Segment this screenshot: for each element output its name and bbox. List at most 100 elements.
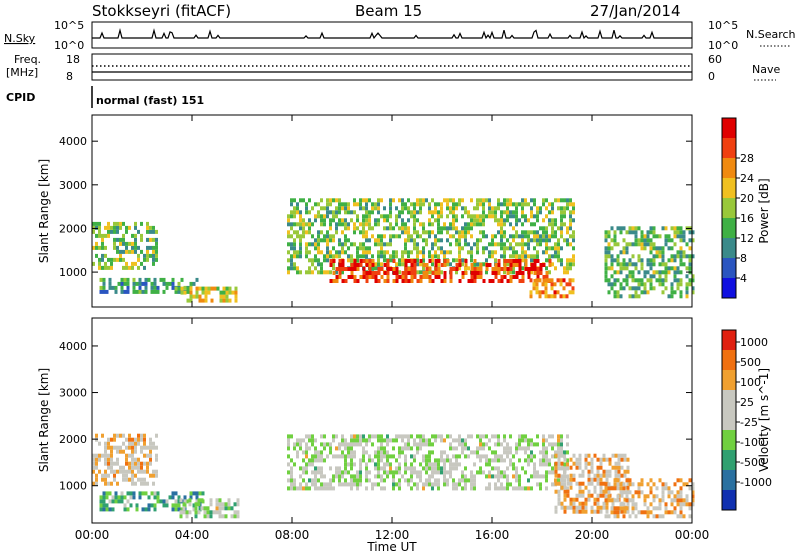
range-cell <box>521 271 525 275</box>
range-cell <box>557 461 561 466</box>
range-cell <box>134 473 137 478</box>
range-cell <box>416 258 419 263</box>
range-cell <box>536 271 540 275</box>
range-cell <box>670 282 674 287</box>
range-cell <box>380 238 383 243</box>
range-cell <box>413 226 416 231</box>
range-cell <box>610 286 614 291</box>
range-cell <box>652 258 656 263</box>
range-cell <box>544 278 548 283</box>
range-cell <box>419 442 422 447</box>
range-cell <box>407 438 410 443</box>
range-cell <box>338 198 341 203</box>
range-cell <box>308 438 311 443</box>
range-cell <box>581 509 585 514</box>
range-cell <box>518 279 522 283</box>
range-cell <box>123 503 127 508</box>
range-cell <box>553 290 557 295</box>
range-cell <box>305 254 308 259</box>
range-cell <box>506 198 509 203</box>
range-cell <box>144 285 148 290</box>
range-cell <box>134 445 137 450</box>
range-cell <box>317 214 320 219</box>
range-cell <box>542 250 545 255</box>
range-cell <box>168 495 172 500</box>
range-cell <box>661 290 665 295</box>
range-cell <box>572 258 575 263</box>
range-cell <box>649 490 653 495</box>
range-cell <box>610 510 614 515</box>
range-cell <box>590 505 594 510</box>
range-cell <box>404 267 408 271</box>
range-cell <box>655 514 659 519</box>
range-cell <box>527 254 530 259</box>
range-cell <box>149 237 152 242</box>
range-cell <box>620 509 624 514</box>
range-cell <box>566 481 570 486</box>
range-cell <box>551 434 554 439</box>
range-cell <box>125 245 128 250</box>
range-cell <box>482 234 485 239</box>
range-cell <box>566 505 570 510</box>
range-cell <box>673 230 677 235</box>
range-cell <box>347 206 350 211</box>
range-cell <box>458 478 461 483</box>
range-cell <box>542 275 546 279</box>
range-cell <box>482 246 485 251</box>
range-cell <box>326 254 329 259</box>
range-cell <box>395 214 398 219</box>
range-cell <box>626 501 630 506</box>
range-cell <box>153 285 157 290</box>
range-cell <box>479 238 482 243</box>
range-cell <box>434 478 437 483</box>
range-cell <box>500 218 503 223</box>
range-cell <box>137 265 140 270</box>
range-cell <box>416 279 420 283</box>
range-cell <box>326 242 329 247</box>
range-cell <box>234 290 238 295</box>
range-cell <box>386 450 389 455</box>
range-cell <box>533 234 536 239</box>
range-cell <box>290 234 293 239</box>
range-cell <box>482 250 485 255</box>
range-cell <box>290 254 293 259</box>
colorbar-tick-label: 28 <box>740 152 754 165</box>
range-cell <box>108 277 112 282</box>
range-cell <box>332 246 335 251</box>
range-cell <box>102 503 106 508</box>
range-cell <box>584 453 588 458</box>
x-tick-label: 00:00 <box>75 528 110 542</box>
range-cell <box>225 290 229 295</box>
range-cell <box>413 218 416 223</box>
range-cell <box>670 238 674 243</box>
range-cell <box>329 202 332 207</box>
range-cell <box>482 454 485 459</box>
range-cell <box>452 478 455 483</box>
range-cell <box>374 482 377 487</box>
range-cell <box>395 250 398 255</box>
range-cell <box>362 458 365 463</box>
range-cell <box>554 198 557 203</box>
range-cell <box>563 238 566 243</box>
range-cell <box>332 279 336 283</box>
range-cell <box>479 470 482 475</box>
range-cell <box>317 470 320 475</box>
range-cell <box>120 285 124 290</box>
range-cell <box>679 506 683 511</box>
range-cell <box>572 210 575 215</box>
range-cell <box>296 454 299 459</box>
range-cell <box>174 503 178 508</box>
range-cell <box>168 281 172 286</box>
range-cell <box>108 285 112 290</box>
range-cell <box>290 474 293 479</box>
range-cell <box>637 238 641 243</box>
range-cell <box>533 462 536 467</box>
range-cell <box>503 275 507 279</box>
range-cell <box>134 233 137 238</box>
range-cell <box>619 230 623 235</box>
range-cell <box>515 222 518 227</box>
range-cell <box>539 206 542 211</box>
date-title: 27/Jan/2014 <box>590 2 681 20</box>
range-cell <box>548 218 551 223</box>
range-cell <box>386 438 389 443</box>
